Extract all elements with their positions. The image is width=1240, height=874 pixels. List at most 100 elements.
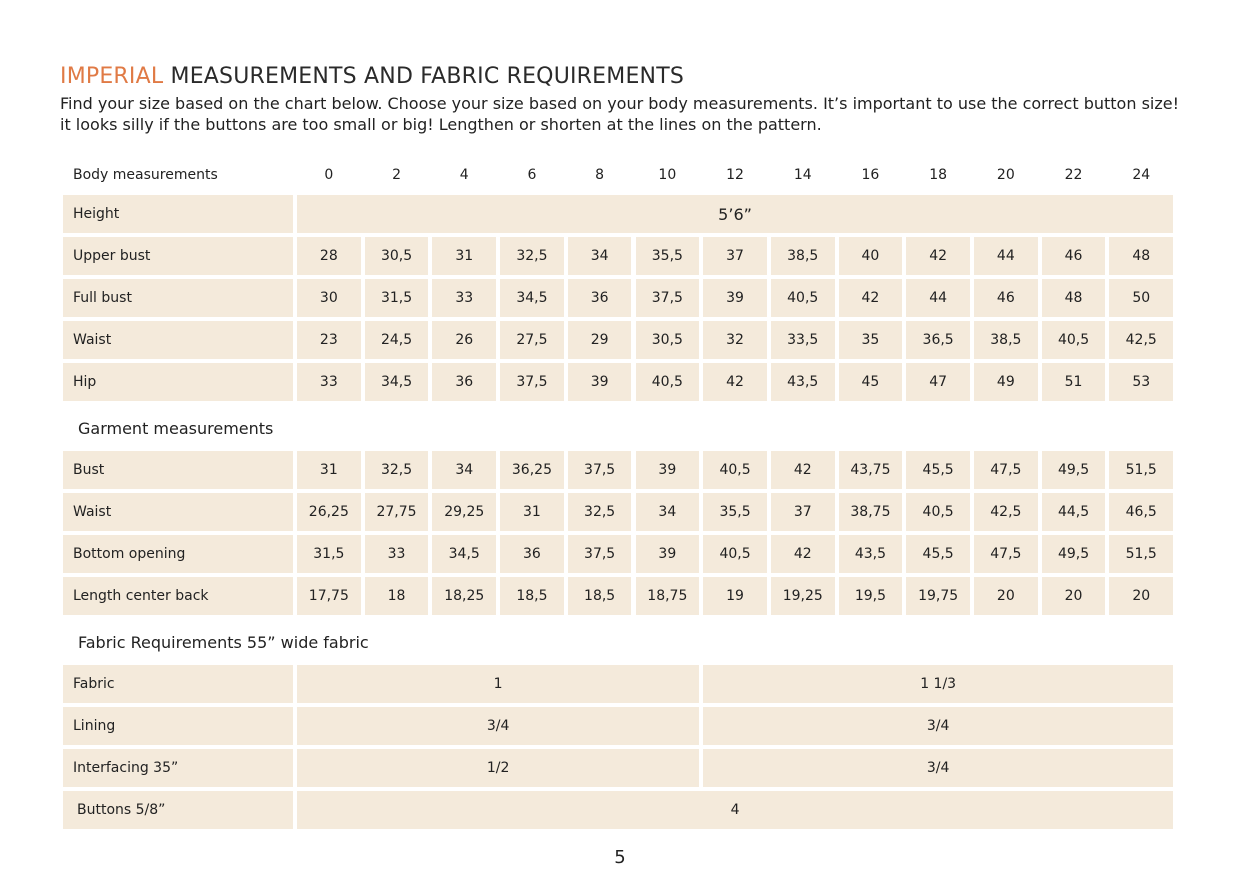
table-cell: 34 <box>432 451 497 489</box>
table-cell: 44 <box>974 237 1038 275</box>
row-label: Hip <box>63 363 293 401</box>
table-cell: 40 <box>838 237 903 275</box>
table-cell: 45,5 <box>906 535 970 573</box>
table-row: Bust 31 32,5 34 36,25 37,5 39 40,5 42 43,75 45,5 47… <box>63 451 1176 489</box>
row-label: Upper bust <box>63 237 293 275</box>
title-rest: MEASUREMENTS AND FABRIC REQUIREMENTS <box>163 64 685 89</box>
table-row: Interfacing 35” 1/2 3/4 <box>63 749 1176 787</box>
table-cell: 33,5 <box>770 321 835 359</box>
table-row: Hip 33 34,5 36 37,5 39 40,5 42 43,5 45 47 49 51 53 <box>63 363 1176 401</box>
table-cell: 42,5 <box>974 493 1038 531</box>
row-label: Buttons 5/8” <box>63 791 293 829</box>
table-cell: 3/4 <box>297 707 700 745</box>
table-cell: 33 <box>364 535 429 573</box>
table-row: Waist 26,25 27,75 29,25 31 32,5 34 35,5 37 38,75 4… <box>63 493 1176 531</box>
table-cell: 40,5 <box>770 279 835 317</box>
table-cell: 19,75 <box>906 577 970 615</box>
table-cell: 5’6” <box>297 195 1174 233</box>
table-cell: 46,5 <box>1109 493 1174 531</box>
table-cell: 42 <box>838 279 903 317</box>
table-cell: 43,5 <box>838 535 903 573</box>
table-cell: 51 <box>1041 363 1106 401</box>
table-cell: 39 <box>703 279 767 317</box>
table-cell: 30,5 <box>635 321 700 359</box>
table-row: Fabric 1 1 1/3 <box>63 665 1176 703</box>
table-cell: 6 <box>527 167 537 183</box>
table-row: Full bust 30 31,5 33 34,5 36 37,5 39 40,5 42 44 46 4… <box>63 279 1176 317</box>
table-cell: 16 <box>861 167 880 183</box>
table-cell: 1 <box>297 665 700 703</box>
table-cell: 40,5 <box>1041 321 1106 359</box>
table-cell: 37 <box>770 493 835 531</box>
table-cell: 29,25 <box>432 493 497 531</box>
table-cell: 4 <box>459 167 469 183</box>
table-row: Length center back 17,75 18 18,25 18,5 18,5 18… <box>63 577 1176 615</box>
table-row: Upper bust 28 30,5 31 32,5 34 35,5 37 38,5 40 42 44… <box>63 237 1176 275</box>
table-cell: 26 <box>432 321 497 359</box>
section-header-garment: Garment measurements <box>78 418 274 438</box>
table-cell: 18,5 <box>567 577 632 615</box>
row-label: Length center back <box>63 577 293 615</box>
table-cell: 34 <box>635 493 700 531</box>
table-cell: 20 <box>996 167 1015 183</box>
table-cell: 18,25 <box>432 577 497 615</box>
table-cell: 31 <box>500 493 564 531</box>
table-cell: 32,5 <box>567 493 632 531</box>
table-cell: 32 <box>703 321 767 359</box>
table-cell: 40,5 <box>635 363 700 401</box>
title-accent: IMPERIAL <box>60 64 164 89</box>
table-cell: 36,25 <box>500 451 564 489</box>
table-cell: 42,5 <box>1109 321 1174 359</box>
row-label: Bottom opening <box>63 535 293 573</box>
table-cell: 18 <box>364 577 429 615</box>
table-cell: 42 <box>703 363 767 401</box>
table-cell: 34,5 <box>500 279 564 317</box>
table-cell: 38,5 <box>974 321 1038 359</box>
table-cell: 43,5 <box>770 363 835 401</box>
table-cell: 1/2 <box>297 749 700 787</box>
table-cell: 40,5 <box>703 451 767 489</box>
table-cell: 42 <box>906 237 970 275</box>
table-cell: 14 <box>793 167 812 183</box>
table-cell: 19 <box>703 577 767 615</box>
row-label: Waist <box>63 321 293 359</box>
table-cell: 30 <box>297 279 361 317</box>
table-cell: 48 <box>1041 279 1106 317</box>
table-cell: 31,5 <box>297 535 361 573</box>
table-cell: 27,5 <box>500 321 564 359</box>
row-label: Fabric <box>63 665 293 703</box>
table-cell: 17,75 <box>297 577 361 615</box>
table-cell: 20 <box>1109 577 1174 615</box>
table-cell: 18,75 <box>635 577 700 615</box>
table-cell: 29 <box>567 321 632 359</box>
table-cell: 33 <box>432 279 497 317</box>
table-cell: 47,5 <box>974 451 1038 489</box>
table-cell: 45,5 <box>906 451 970 489</box>
size-chart: Body measurements 0 2 4 6 8 10 12 14 16 18 20 22 24 He… <box>63 155 1176 833</box>
row-label: Waist <box>63 493 293 531</box>
table-cell: 37,5 <box>567 451 632 489</box>
table-cell: 3/4 <box>703 707 1174 745</box>
table-cell: 18 <box>929 167 948 183</box>
table-cell: 42 <box>770 451 835 489</box>
page-number: 5 <box>614 847 626 868</box>
table-cell: 10 <box>658 167 677 183</box>
table-cell: 49 <box>974 363 1038 401</box>
table-cell: 49,5 <box>1041 535 1106 573</box>
table-cell: 3/4 <box>703 749 1174 787</box>
table-cell: 50 <box>1109 279 1174 317</box>
table-row: Bottom opening 31,5 33 34,5 36 37,5 39 40,5 42 43… <box>63 535 1176 573</box>
table-cell: 31,5 <box>364 279 429 317</box>
table-cell: 36 <box>500 535 564 573</box>
table-cell: 38,75 <box>838 493 903 531</box>
table-row: Lining 3/4 3/4 <box>63 707 1176 745</box>
table-cell: 31 <box>297 451 361 489</box>
table-cell: 37,5 <box>567 535 632 573</box>
table-cell: 47,5 <box>974 535 1038 573</box>
table-cell: 19,5 <box>838 577 903 615</box>
table-cell: 37,5 <box>635 279 700 317</box>
table-cell: 34 <box>567 237 632 275</box>
table-cell: 4 <box>297 791 1174 829</box>
intro-text: Find your size based on the chart below.… <box>60 94 1179 134</box>
table-cell: 19,25 <box>770 577 835 615</box>
